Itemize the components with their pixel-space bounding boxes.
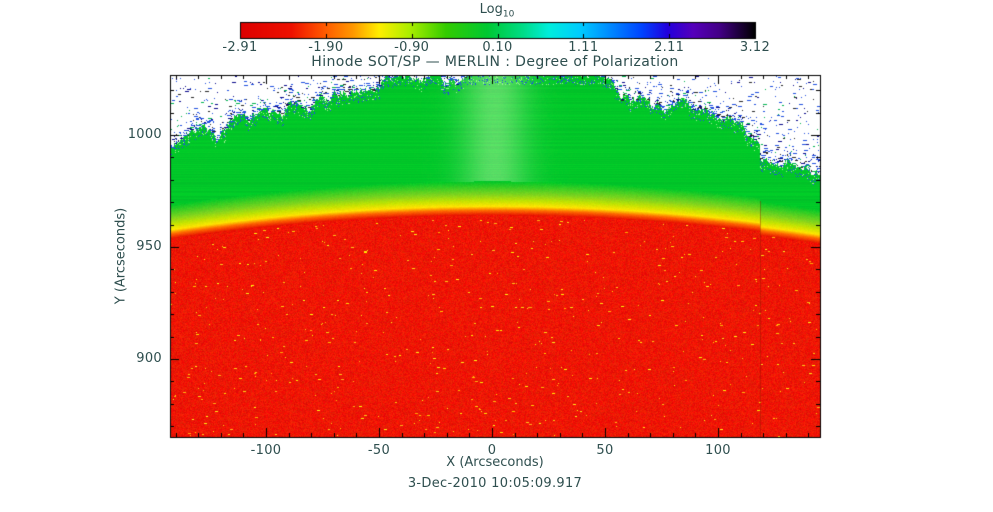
plot-title: Hinode SOT/SP — MERLIN : Degree of Polar… [311,54,679,70]
y-tick-label: 900 [136,351,162,366]
colorbar-tick-label: 1.11 [568,40,599,55]
x-axis-label: X (Arcseconds) [446,455,544,470]
colorbar-tick-label: 3.12 [739,40,771,55]
x-tick-label: 0 [487,443,497,458]
colorbar-tick-label: -2.91 [222,40,258,55]
x-tick-label: -100 [250,443,282,458]
colorbar-tick-label: 2.11 [654,40,685,55]
x-tick-label: -50 [367,443,391,458]
colorbar-title-subscript: 10 [502,9,515,20]
timestamp: 3-Dec-2010 10:05:09.917 [407,476,583,491]
colorbar-tick-label: -1.90 [308,40,344,55]
colorbar-title-text: Log [479,2,503,17]
colorbar-tick-label: 0.10 [482,40,513,55]
y-axis-label: Y (Arcseconds) [113,207,129,305]
x-tick-label: 100 [705,443,731,458]
y-tick-label: 950 [136,239,162,254]
x-tick-label: 50 [596,443,614,458]
y-tick-label: 1000 [127,127,162,142]
colorbar-title: Log10 [397,2,597,20]
colorbar-tick-label: -0.90 [394,40,430,55]
